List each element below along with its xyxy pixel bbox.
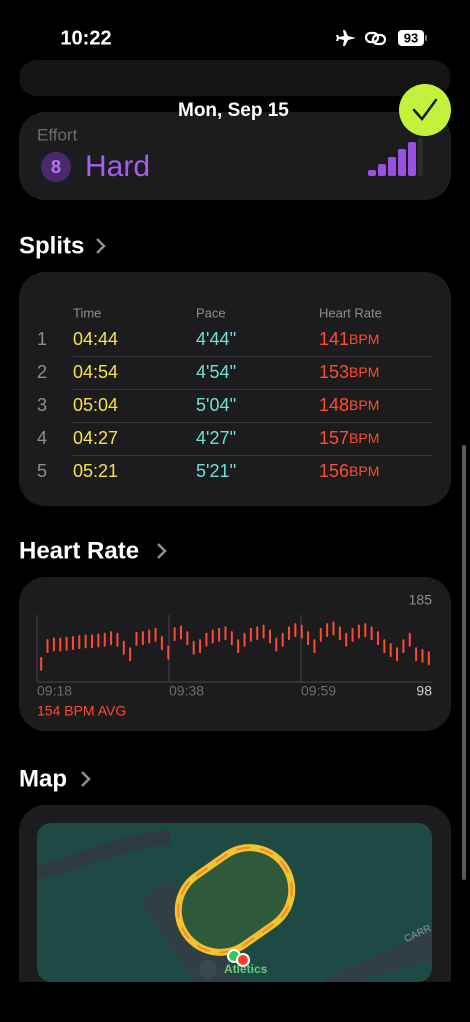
battery-level: 93 [404, 30, 418, 45]
split-hr-value: 148 [319, 395, 349, 415]
heart-rate-card [19, 577, 451, 731]
date-title: Mon, Sep 15 [178, 100, 289, 121]
split-hr-unit: BPM [349, 430, 379, 446]
effort-card[interactable] [19, 112, 451, 200]
split-heart-rate: 153BPM [319, 362, 379, 382]
split-time: 05:21 [73, 461, 118, 481]
split-pace: 4'54'' [196, 362, 236, 382]
split-hr-value: 141 [319, 329, 349, 349]
effort-badge [41, 152, 71, 182]
effort-bars [368, 138, 423, 176]
split-hr-value: 153 [319, 362, 349, 382]
split-pace: 5'04'' [196, 395, 236, 415]
split-index: 2 [37, 362, 47, 382]
end-marker [236, 953, 250, 967]
poi-label: Atletics [224, 962, 268, 976]
y-tick-label: 185 [409, 592, 433, 608]
split-index: 3 [37, 395, 47, 415]
split-hr-unit: BPM [349, 331, 379, 347]
column-header: Pace [196, 305, 226, 320]
road [300, 930, 432, 982]
clock: 10:22 [60, 27, 111, 49]
chevron [157, 543, 167, 559]
split-pace: 5'21'' [196, 461, 236, 481]
split-hr-unit: BPM [349, 397, 379, 413]
heart-rate-title[interactable]: Heart Rate [19, 537, 139, 564]
split-index: 5 [37, 461, 47, 481]
split-hr-value: 156 [319, 461, 349, 481]
split-pace: 4'27'' [196, 428, 236, 448]
split-heart-rate: 148BPM [319, 395, 379, 415]
split-hr-unit: BPM [349, 364, 379, 380]
road [37, 830, 170, 880]
split-time: 04:44 [73, 329, 118, 349]
x-label: 09:18 [37, 683, 72, 699]
split-hr-value: 157 [319, 428, 349, 448]
split-time: 04:54 [73, 362, 118, 382]
battery-tip [425, 35, 427, 41]
x-label: 09:38 [169, 683, 204, 699]
split-time: 04:27 [73, 428, 118, 448]
faded-card [19, 60, 451, 96]
airplane-icon [336, 30, 356, 46]
effort-label: Effort [37, 125, 78, 144]
split-index: 1 [37, 329, 47, 349]
split-index: 4 [37, 428, 47, 448]
poi-icon [199, 960, 217, 978]
scrollbar [462, 445, 466, 880]
map[interactable]: CARR Atletics [37, 823, 433, 993]
split-pace: 4'44'' [196, 329, 236, 349]
split-heart-rate: 141BPM [319, 329, 379, 349]
column-header: Heart Rate [319, 305, 382, 320]
splits-title[interactable]: Splits [19, 232, 84, 259]
split-heart-rate: 157BPM [319, 428, 379, 448]
effort-score: 8 [51, 157, 61, 177]
split-hr-unit: BPM [349, 463, 379, 479]
split-heart-rate: 156BPM [319, 461, 379, 481]
column-header: Time [73, 305, 101, 320]
effort-level: Hard [85, 150, 150, 183]
bottom-fade [0, 982, 470, 1022]
split-time: 05:04 [73, 395, 118, 415]
done-button[interactable] [399, 84, 451, 136]
y-tick-label: 98 [416, 683, 432, 699]
track [174, 844, 296, 956]
link-icon [364, 31, 387, 46]
x-label: 09:59 [301, 683, 336, 699]
chevron [96, 238, 106, 254]
battery [398, 30, 424, 46]
check-icon [412, 98, 438, 121]
map-title[interactable]: Map [19, 765, 67, 792]
hr-average: 154 BPM AVG [37, 703, 126, 719]
chevron [81, 771, 91, 787]
